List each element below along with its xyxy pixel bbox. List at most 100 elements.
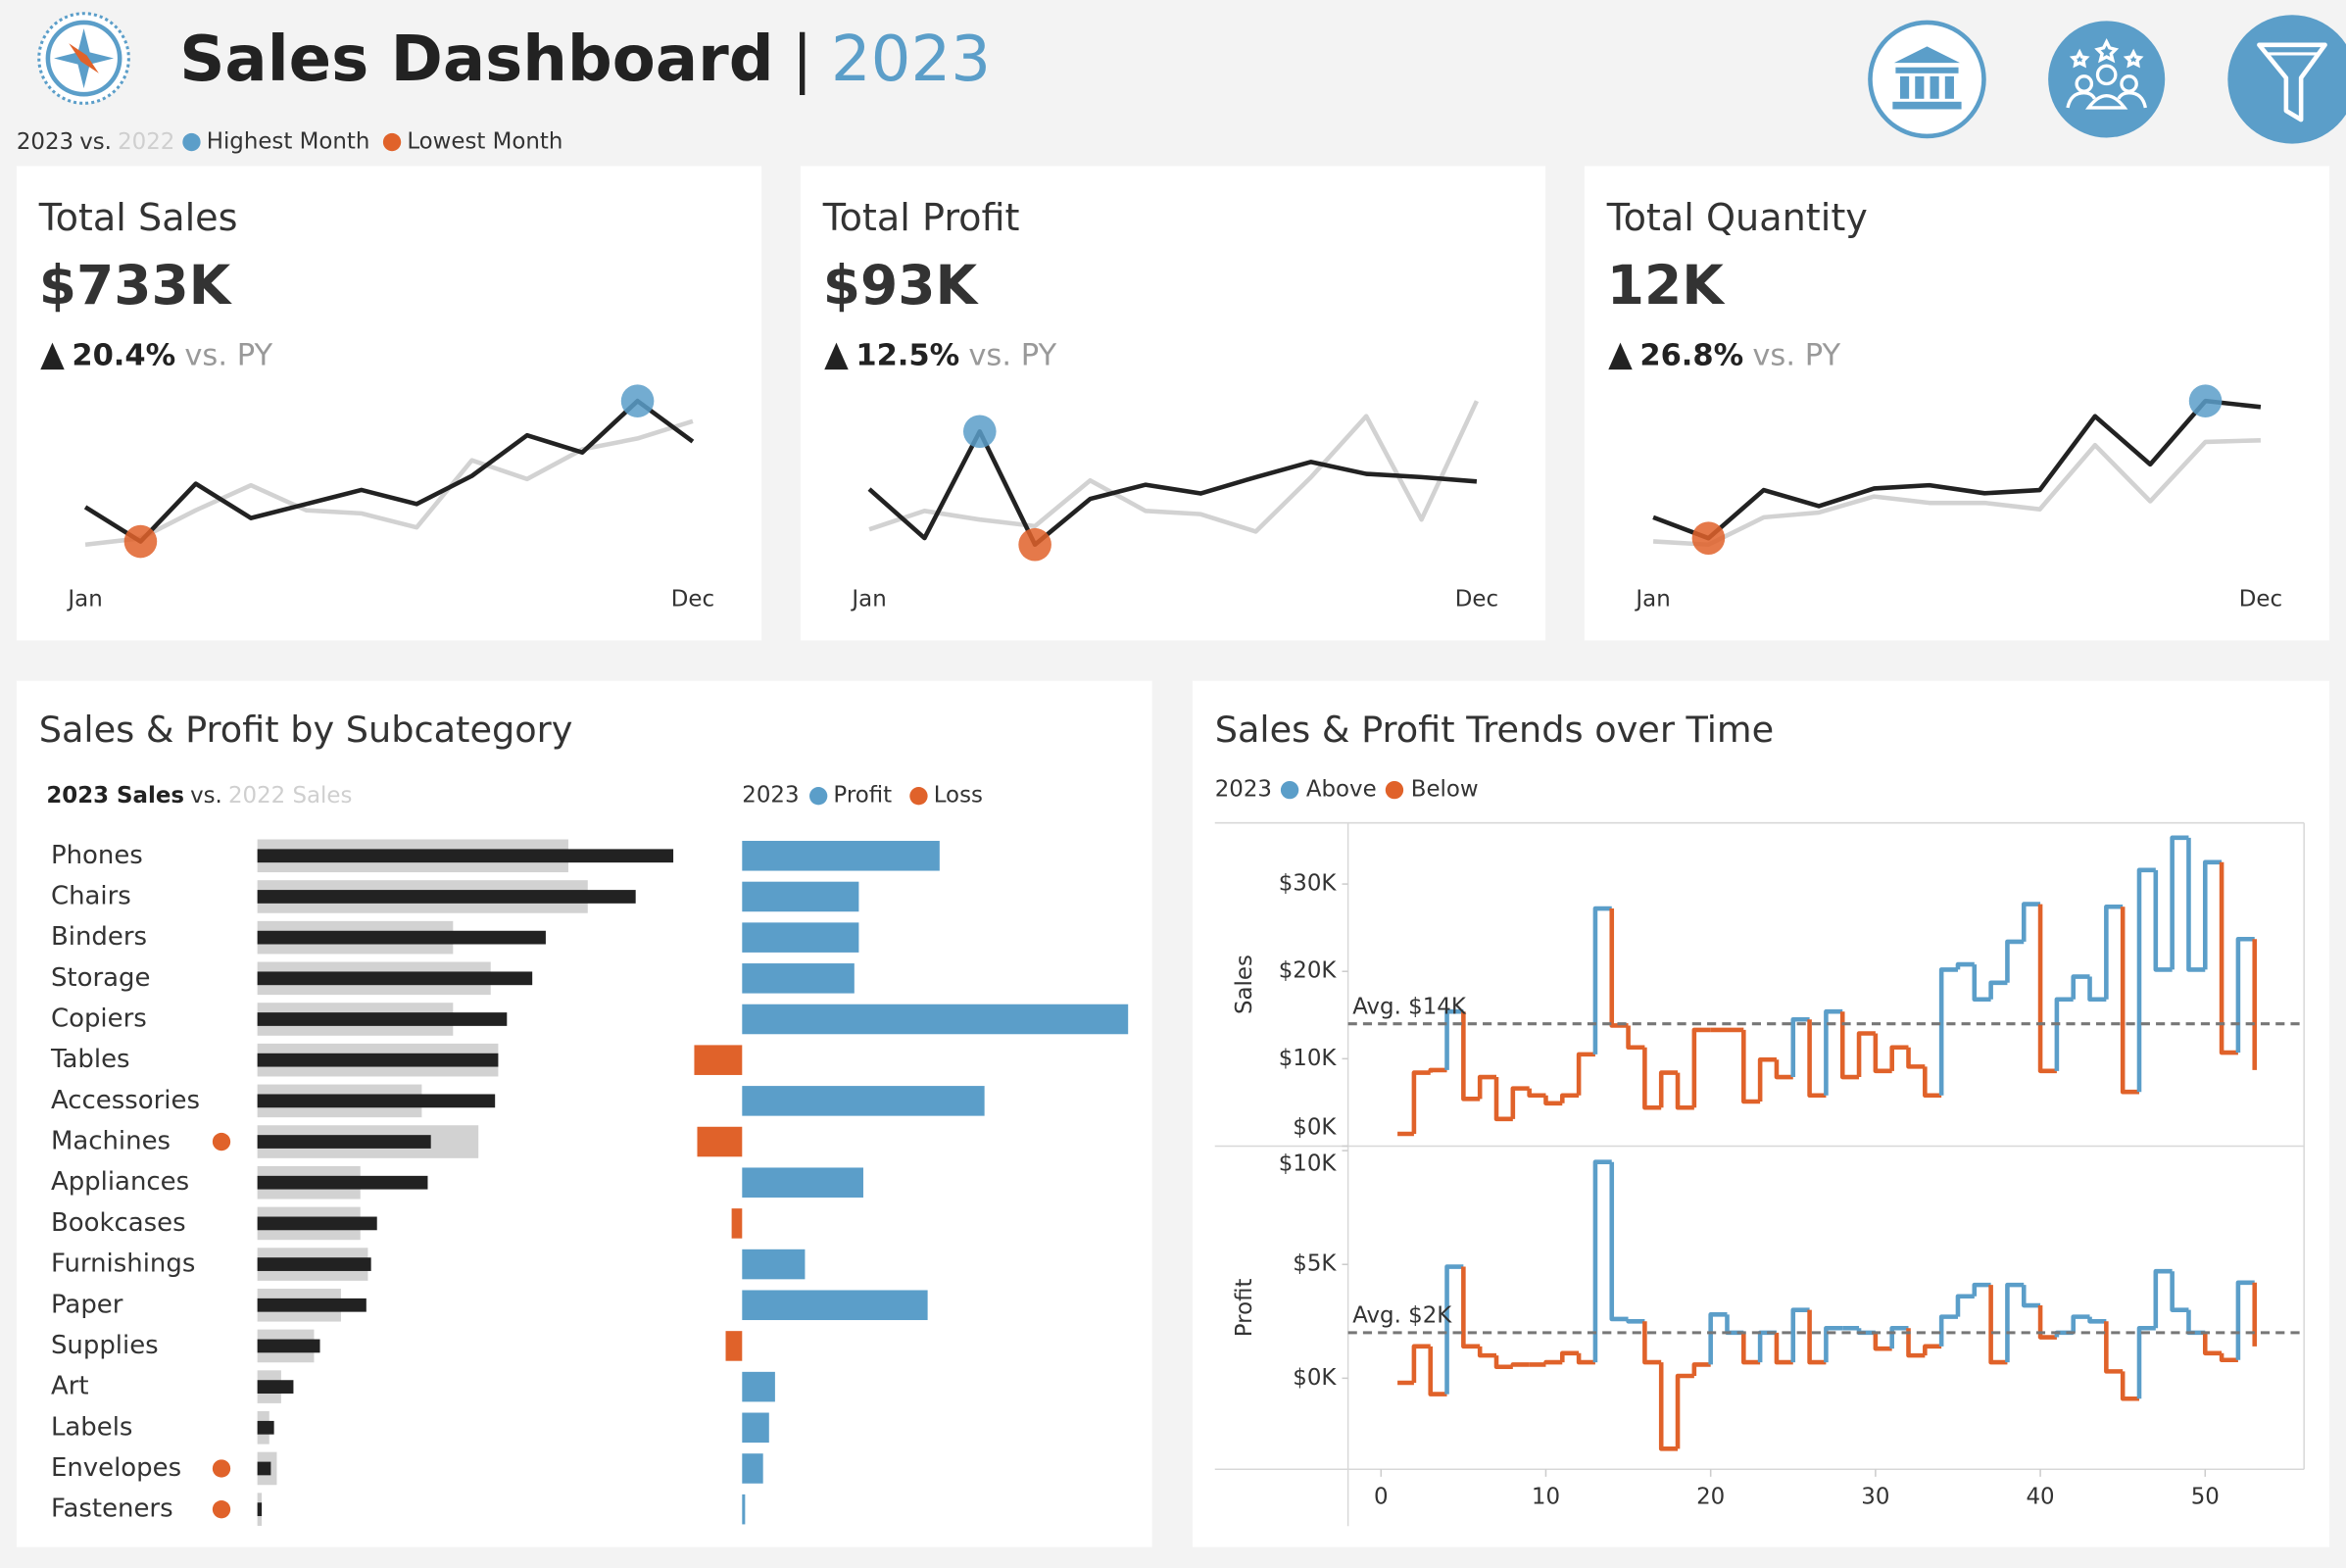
step-segment [2202,859,2223,970]
step-segment [1576,1352,1595,1365]
step-segment [1988,1285,2008,1365]
category-label: Phones [51,841,143,870]
y-tick-label: $10K [1279,1151,1338,1176]
profit-bar [742,1249,806,1280]
bank-button[interactable] [1868,20,1986,139]
step-segment [1906,1328,1926,1358]
step-segment [1873,1332,1892,1351]
y-tick-label: $5K [1293,1251,1337,1277]
category-label: Bookcases [51,1208,186,1238]
step-segment [1592,906,1612,1054]
legend-dot [909,787,928,806]
legend-label: Highest Month [207,129,370,155]
step-segment [1757,1056,1777,1102]
x-tick-label: 20 [1696,1485,1725,1510]
step-segment [2021,1285,2041,1308]
x-label: Jan [1634,587,1670,612]
x-label: Dec [1455,587,1498,612]
step-segment [1493,1355,1513,1370]
alert-dot [212,1499,231,1519]
step-segment [1938,1314,1958,1347]
title: Sales Dashboard | 2023 [179,23,991,96]
step-segment [1839,1011,1860,1080]
category-label: Binders [51,922,147,952]
change-value: 26.8% [1639,338,1743,372]
step-segment [1972,1282,1991,1297]
category-label: Storage [51,963,150,993]
prior-line [84,418,694,548]
category-label: Labels [51,1412,133,1442]
y-tick-label: $20K [1279,958,1338,984]
step-segment [2005,939,2025,983]
y-tick-label: $0K [1293,1115,1337,1141]
profit-bar [742,963,855,994]
step-segment [1988,980,2008,1000]
x-label: Jan [66,587,102,612]
step-segment [2235,1280,2255,1360]
plot-frame [1214,821,2305,1527]
step-segment [1658,1070,1679,1108]
step-segment [1889,1325,1909,1349]
panel-title: Sales & Profit by Subcategory [39,709,573,751]
change-note: vs. PY [1752,338,1840,372]
sales-bar [257,1175,428,1190]
profit-bar [742,1167,863,1198]
step-segment [1626,1025,1645,1051]
customers-button[interactable] [2048,21,2166,138]
category-label: Art [51,1372,89,1401]
y-tick-label: $30K [1279,871,1338,897]
step-segment [2120,906,2139,1095]
x-label: Dec [671,587,714,612]
step-segment [1444,1264,1464,1395]
step-segment [1576,1052,1595,1096]
step-segment [1559,1350,1580,1363]
legend-dot [382,132,402,152]
up-arrow [40,342,65,370]
step-segment [1923,1344,1942,1356]
up-arrow [1608,342,1633,370]
step-segment [2219,1352,2238,1363]
step-segment [2005,1282,2025,1363]
legend-dot [1385,780,1404,800]
step-segment [2186,837,2206,972]
filter-button[interactable] [2227,15,2346,144]
change-note: vs. PY [184,338,272,372]
category-label: Fasteners [51,1494,173,1524]
step-segment [1807,1309,1827,1365]
loss-bar [694,1045,743,1075]
sales-bar [257,1380,294,1394]
step-segment [1774,1059,1793,1080]
alert-dot [212,1459,231,1478]
up-arrow [824,342,849,370]
panel-title: Sales & Profit Trends over Time [1215,709,1774,751]
step-segment [2202,1332,2223,1356]
kpi-title: Total Profit [822,196,1020,239]
logo [37,12,130,105]
step-segment [1626,1318,1645,1324]
profit-bar [742,1453,763,1484]
kpi-change: 26.8% vs. PY [1639,338,1840,372]
header-legend: 2023 vs. 2022 [17,129,174,155]
legend-label: Lowest Month [407,129,562,155]
current-line [83,398,695,544]
step-segment [2021,902,2041,942]
legend-label: Above [1306,777,1377,803]
step-segment [1510,1086,1530,1119]
kpi-card [800,166,1546,641]
lowest-marker [1691,521,1726,555]
x-tick-label: 50 [2191,1485,2220,1510]
sales-bar [257,1257,371,1271]
legend-label: 2023 [1215,777,1272,803]
lowest-marker [1018,527,1051,562]
prior-line [868,400,1479,534]
sales-bar [257,890,636,904]
profit-bar [742,1412,769,1444]
sales-bar [257,1339,320,1353]
category-label: Chairs [51,881,131,910]
category-label: Appliances [51,1167,189,1197]
profit-bar [742,922,859,953]
step-segment [2104,1321,2124,1374]
step-segment [1906,1047,1926,1069]
step-segment [1510,1362,1530,1367]
step-segment [1559,1093,1580,1103]
